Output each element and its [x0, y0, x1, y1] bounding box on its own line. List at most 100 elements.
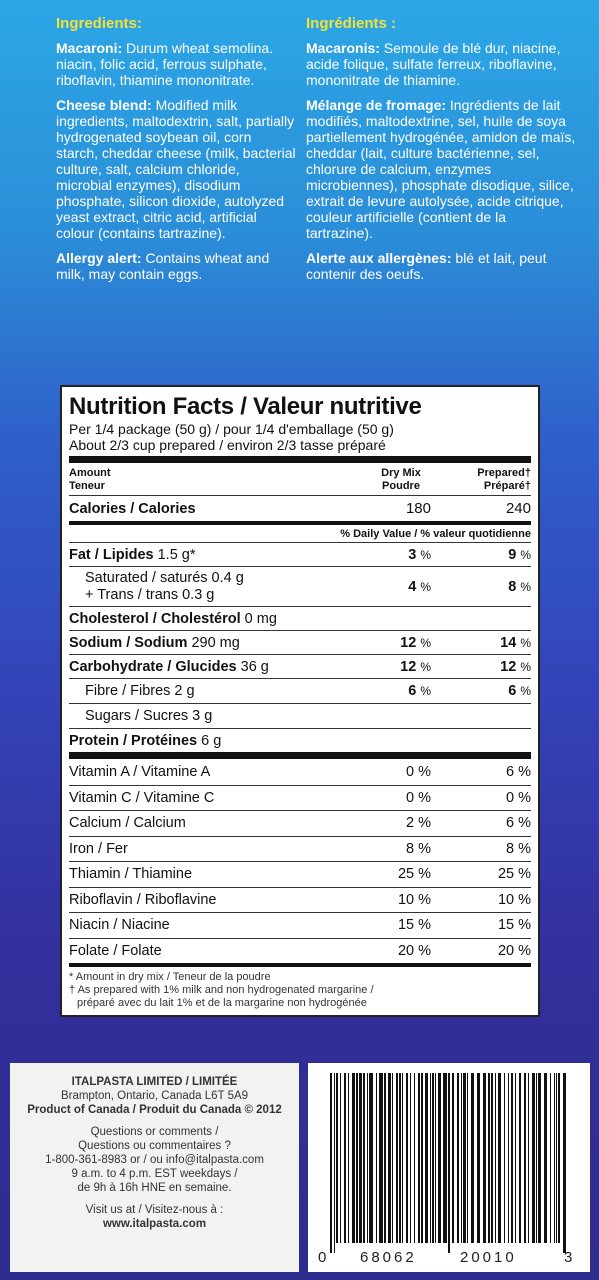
ingredients-fr: Ingrédients : Macaronis: Semoule de blé … [306, 16, 576, 291]
barcode-bar [410, 1073, 411, 1243]
barcode-bar [396, 1073, 398, 1243]
barcode-bar [379, 1073, 383, 1243]
barcode-bar [418, 1073, 420, 1243]
divider-mid [69, 521, 531, 525]
barcode-bar [340, 1073, 341, 1243]
barcode-bar [369, 1073, 373, 1243]
vitamin-row: Riboflavin / Riboflavine 10 % 10 % [69, 886, 531, 913]
ingredients-title-fr: Ingrédients : [306, 15, 397, 32]
barcode-bar [363, 1073, 365, 1243]
barcode-bar [359, 1073, 362, 1243]
footnotes: * Amount in dry mix / Teneur de la poudr… [69, 971, 374, 1009]
barcode-bar [399, 1073, 401, 1243]
company-info-box: ITALPASTA LIMITED / LIMITÉE Brampton, On… [10, 1063, 299, 1272]
sodium-row: Sodium / Sodium 290 mg 12 % 14 % [69, 630, 531, 654]
vitamin-row: Folate / Folate 20 % 20 % [69, 937, 531, 964]
barcode-bar [402, 1073, 403, 1243]
barcode-bar [356, 1073, 358, 1243]
saturated-trans-row: Saturated / saturés 0.4 g + Trans / trans… [69, 566, 531, 606]
barcode-bar [511, 1073, 513, 1243]
barcode-bar [558, 1073, 560, 1243]
vitamin-row: Thiamin / Thiamine 25 % 25 % [69, 861, 531, 887]
barcode-bar [438, 1073, 441, 1243]
barcode-bar [392, 1073, 393, 1243]
vitamin-row: Iron / Fer 8 % 8 % [69, 835, 531, 862]
allergy-alert-en: Allergy alert: Contains wheat and milk, … [56, 250, 270, 282]
barcode-bar [554, 1073, 555, 1243]
barcode-bars [330, 1073, 566, 1253]
serving-size: Per 1/4 package (50 g) / pour 1/4 d'emba… [69, 421, 394, 437]
barcode-bar [425, 1073, 428, 1243]
barcode-bar [515, 1073, 516, 1243]
column-header: Amount Teneur Dry Mix Poudre Prepared† Prép… [69, 467, 531, 492]
barcode-bar [352, 1073, 355, 1243]
barcode-bar [414, 1073, 415, 1243]
allergy-alert-fr: Alerte aux allergènes: blé et lait, peut… [306, 250, 547, 282]
barcode-bar [550, 1073, 551, 1243]
barcode-bar [488, 1073, 490, 1243]
divider-thick-vitamins [69, 752, 531, 759]
barcode-bar [544, 1073, 547, 1243]
upc-barcode: 0 68062 20010 3 [308, 1063, 590, 1272]
barcode-bar [524, 1073, 526, 1243]
barcode-bar [483, 1073, 486, 1243]
barcode-bar [384, 1073, 386, 1243]
barcode-bar [519, 1073, 521, 1243]
ingredient-macaroni-en: Macaroni: Durum wheat semolina. niacin, … [56, 40, 274, 88]
barcode-bar [452, 1073, 454, 1243]
ingredients-title-en: Ingredients: [56, 15, 142, 32]
ingredients-en: Ingredients: Macaroni: Durum wheat semol… [56, 16, 296, 291]
sugars-row: Sugars / Sucres 3 g [69, 703, 531, 728]
barcode-bar [344, 1073, 346, 1243]
barcode-bar [406, 1073, 408, 1243]
barcode-bar [334, 1073, 335, 1253]
barcode-bar [367, 1073, 368, 1243]
barcode-bar [348, 1073, 349, 1243]
barcode-bar [491, 1073, 493, 1243]
barcode-bar [467, 1073, 468, 1243]
website-info: Visit us at / Visitez-nous à : www.italp… [85, 1204, 224, 1230]
nutrition-title: Nutrition Facts / Valeur nutritive [69, 393, 422, 420]
barcode-bar [538, 1073, 541, 1243]
barcode-bar [330, 1073, 332, 1253]
barcode-bar [448, 1073, 450, 1253]
barcode-bar [504, 1073, 505, 1243]
cholesterol-row: Cholesterol / Cholestérol 0 mg [69, 606, 531, 630]
ingredient-macaroni-fr: Macaronis: Semoule de blé dur, niacine, … [306, 40, 561, 88]
company-address: ITALPASTA LIMITED / LIMITÉE Brampton, On… [27, 1076, 282, 1116]
barcode-bar [336, 1073, 338, 1243]
barcode-bar [495, 1073, 496, 1243]
serving-prepared: About 2/3 cup prepared / environ 2/3 tas… [69, 437, 386, 453]
daily-value-header: % Daily Value / % valeur quotidienne [340, 527, 531, 540]
barcode-bar [443, 1073, 447, 1243]
ingredient-cheese-fr: Mélange de fromage: Ingrédients de lait … [306, 97, 576, 241]
divider-thick [69, 456, 531, 463]
barcode-bar [463, 1073, 466, 1243]
barcode-bar [532, 1073, 535, 1243]
barcode-bar [528, 1073, 529, 1243]
fat-row: Fat / Lipides 1.5 g* 3 % 9 % [69, 542, 531, 566]
calories-row: Calories / Calories 180 240 [69, 495, 531, 521]
vitamin-row: Calcium / Calcium 2 % 6 % [69, 810, 531, 836]
fibre-row: Fibre / Fibres 2 g 6 % 6 % [69, 678, 531, 703]
barcode-bar [556, 1073, 557, 1243]
barcode-bar [376, 1073, 377, 1243]
barcode-bar [430, 1073, 431, 1243]
barcode-bar [536, 1073, 537, 1243]
barcode-bar [461, 1073, 462, 1243]
ingredient-cheese-en: Cheese blend: Modified milk ingredients,… [56, 97, 296, 241]
vitamin-row: Niacin / Niacine 15 % 15 % [69, 912, 531, 938]
contact-info: Questions or comments / Questions ou com… [45, 1126, 264, 1194]
nutrition-facts-table: Nutrition Facts / Valeur nutritive Per 1… [60, 385, 540, 1017]
protein-row: Protein / Protéines 6 g [69, 728, 531, 752]
divider-foot [69, 963, 531, 967]
barcode-bar [563, 1073, 566, 1253]
barcode-bar [477, 1073, 480, 1243]
barcode-bar [388, 1073, 391, 1243]
barcode-bar [432, 1073, 434, 1243]
barcode-bar [421, 1073, 423, 1243]
barcode-bar [508, 1073, 509, 1243]
